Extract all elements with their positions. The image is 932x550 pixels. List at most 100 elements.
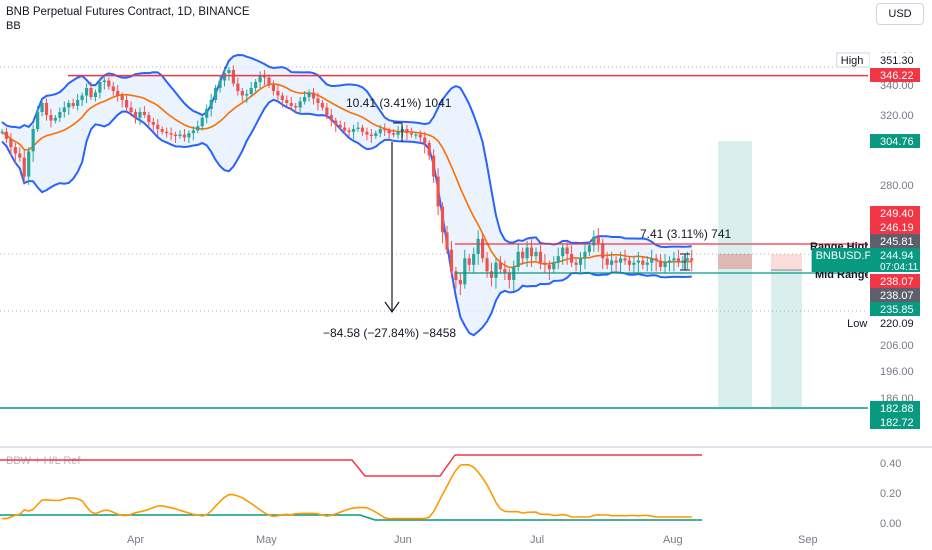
chart-title: BNB Perpetual Futures Contract, 1D, BINA… [6,6,250,18]
candle-body [632,262,636,265]
price-tag-bg [870,415,920,429]
candle-body [623,258,627,261]
oscillator-title: BBW + H/L Ref [6,455,81,467]
price-tick-label: 280.00 [880,180,914,192]
candle-body [191,130,195,134]
candle-body [485,258,489,272]
candle-body [351,129,356,132]
candle-body [360,127,365,132]
price-tag-value: 182.72 [880,417,914,429]
candle-body [102,80,106,82]
candle-body [165,131,169,134]
price-tag-bg [870,68,920,82]
candle-body [516,251,520,267]
bb-lower-band [1,98,692,337]
candle-body [93,92,98,97]
candle-body [449,249,454,272]
candle-body [596,236,600,244]
candle-body [561,247,565,257]
candle-body [240,91,244,96]
candle-body [547,264,551,270]
candle-body [125,100,129,108]
price-tick-label: 320.00 [880,110,914,122]
candle-body [418,134,422,138]
price-tag-bg [870,206,920,220]
candle-body [71,103,75,106]
candle-body [440,206,445,233]
price-tag-bg [870,220,920,234]
candle-body [182,134,187,138]
candle-body [654,258,658,261]
candle-body [187,133,191,138]
price-tag-value: 182.88 [880,403,914,415]
price-tag-bg [870,53,920,67]
candle-body [22,157,26,177]
time-tick-label: Jun [394,534,412,546]
candle-body [507,273,511,280]
candle-body [592,236,596,246]
candle-body [667,260,672,263]
candle-body [200,117,204,127]
candle-body [120,95,124,100]
candle-body [396,131,400,135]
candle-body [267,77,271,85]
price-tag-bg [870,248,920,272]
candle-body [472,254,476,265]
candle-body [298,101,302,108]
candle-body [543,262,547,265]
candle-body [534,251,538,257]
candle-body [205,109,209,118]
candle-body [334,120,338,125]
candle-body [463,258,467,285]
candle-body [285,100,289,103]
currency-button[interactable]: USD [876,3,924,25]
candle-body [427,143,431,156]
candle-body [663,262,667,267]
candle-body [218,80,222,88]
osc-red-line [0,454,702,477]
candle-body [601,243,605,259]
candle-body [365,131,369,135]
candle-body [498,262,502,270]
candle-body [147,115,151,122]
candle-body [529,247,534,257]
stop-box [718,254,752,269]
price-tag-countdown: 07:04:11 [880,262,919,273]
candle-body [436,176,440,207]
candle-body [173,134,178,136]
candle-body [583,251,587,259]
candle-body [343,127,347,131]
candle-body [84,88,89,96]
price-tick-label: 196.00 [880,366,914,378]
candle-body [276,91,280,96]
candle-body [142,112,146,115]
candle-body [160,129,164,132]
candle-body [454,271,458,280]
candle-body [227,70,231,73]
candle-body [605,258,609,265]
osc-green-line [0,514,702,521]
candle-body [574,262,578,265]
candle-body [383,129,387,131]
price-tag-value: 346.22 [880,70,914,82]
candle-body [338,124,342,128]
candle-body [80,95,84,100]
measure-range-label: 7.41 (3.11%) 741 [640,227,731,241]
candle-body [650,258,654,263]
price-tag-bg [870,234,920,248]
pane-separator [0,446,932,448]
candle-body [245,94,249,96]
candle-body [610,260,614,265]
osc-tick-label: 0.40 [880,458,901,470]
candle-body [303,97,307,102]
target-box-2 [771,270,802,407]
candle-body [578,258,583,265]
candle-body [347,130,351,132]
osc-tick-label: 0.00 [880,518,901,530]
candle-body [138,112,142,118]
candle-body [329,115,333,121]
price-tag-value: 249.40 [880,208,914,220]
candle-body [676,258,680,263]
candle-body [13,147,17,154]
